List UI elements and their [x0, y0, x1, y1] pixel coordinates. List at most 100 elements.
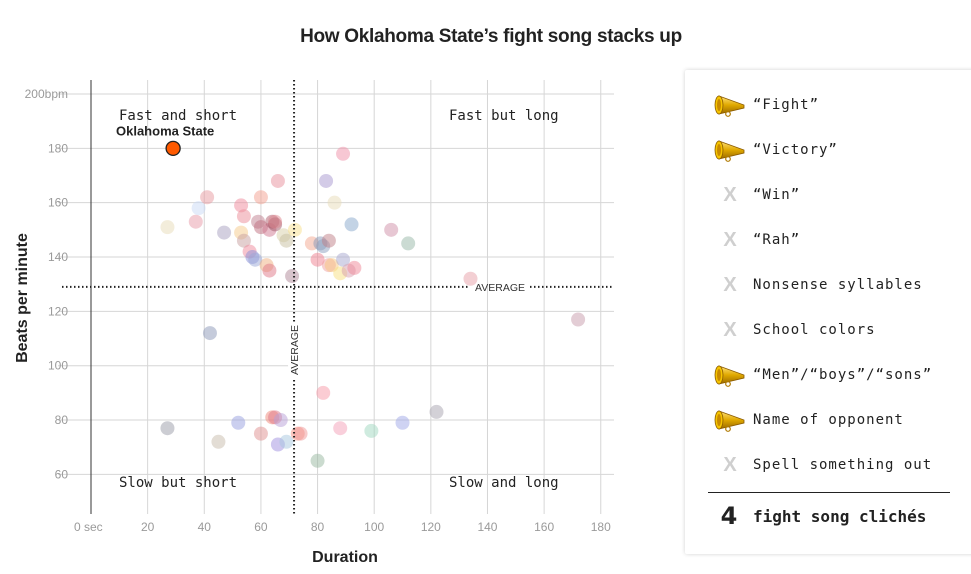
cliche-item: X Spell something out [685, 450, 932, 480]
quadrant-label-slow-short: Slow but short [119, 475, 237, 491]
data-point[interactable] [248, 252, 263, 267]
grid [58, 80, 614, 514]
data-point[interactable] [384, 222, 399, 237]
data-point[interactable] [188, 214, 203, 229]
data-point[interactable] [200, 190, 215, 205]
data-point[interactable] [327, 195, 342, 210]
average-duration-label: AVERAGE [289, 325, 301, 375]
data-point[interactable] [273, 413, 288, 428]
cliche-label: “Men”/“boys”/“sons” [753, 367, 933, 383]
x-icon: X [723, 183, 737, 206]
data-point[interactable] [217, 225, 232, 240]
data-point[interactable] [234, 198, 249, 213]
data-point[interactable] [279, 233, 294, 248]
data-point[interactable] [316, 385, 331, 400]
data-point[interactable] [347, 260, 362, 275]
quadrant-label-slow-long: Slow and long [449, 475, 559, 491]
average-lines: AVERAGE AVERAGE [62, 80, 614, 514]
data-point[interactable] [285, 269, 300, 284]
cliche-label: School colors [753, 322, 876, 338]
x-tick-label: 120 [421, 520, 441, 534]
cliche-total: 4 fight song clichés [715, 502, 927, 530]
data-point[interactable] [279, 434, 294, 449]
y-tick-label: 80 [55, 413, 69, 427]
data-point[interactable] [401, 236, 416, 251]
cliche-panel: “Fight” “Victory” X “Win” X “Rah” X Nonsense s… [685, 70, 971, 554]
chart-title: How Oklahoma State’s fight song stacks u… [300, 26, 682, 47]
x-icon: X [723, 273, 737, 296]
cliche-total-label: fight song clichés [753, 506, 927, 526]
cliche-item: X School colors [685, 315, 876, 345]
data-point[interactable] [236, 209, 251, 224]
data-point[interactable] [160, 220, 175, 235]
data-point[interactable] [287, 222, 302, 237]
data-point[interactable] [191, 201, 206, 216]
quadrant-labels: Fast and short Fast but long Slow but sh… [119, 108, 559, 491]
data-point[interactable] [333, 421, 348, 436]
x-tick-label: 160 [534, 520, 554, 534]
x-icon: X [723, 318, 737, 341]
x-tick-label: 60 [254, 520, 268, 534]
scatter-chart: 60 80 100 120 140 160 180 200bpm 0 sec 20 40 60 80 10… [14, 80, 614, 566]
x-tick-label: 100 [364, 520, 384, 534]
cliche-item: “Men”/“boys”/“sons” [685, 360, 932, 390]
data-point[interactable] [321, 233, 336, 248]
cliche-label: Nonsense syllables [753, 277, 923, 293]
data-point[interactable] [463, 271, 478, 286]
megaphone-icon [710, 362, 750, 388]
panel-divider [708, 492, 950, 493]
data-point[interactable] [319, 173, 334, 188]
data-point[interactable] [270, 173, 285, 188]
x-tick-label: 80 [311, 520, 325, 534]
data-point[interactable] [429, 404, 444, 419]
y-tick-label: 120 [48, 304, 68, 318]
cliche-label: “Victory” [753, 142, 838, 158]
data-point[interactable] [236, 233, 251, 248]
average-label-bg [288, 322, 301, 378]
x-tick-label: 180 [591, 520, 611, 534]
data-point[interactable] [336, 146, 351, 161]
cliche-label: Name of opponent [753, 412, 904, 428]
average-bpm-label: AVERAGE [475, 282, 525, 294]
x-icon: X [723, 228, 737, 251]
cliche-label: “Win” [753, 187, 801, 203]
data-point[interactable] [336, 252, 351, 267]
y-tick-label: 160 [48, 196, 68, 210]
data-point[interactable] [293, 426, 308, 441]
cliche-count: 4 [720, 502, 738, 530]
x-tick-label: 20 [141, 520, 155, 534]
data-point[interactable] [160, 421, 175, 436]
data-point[interactable] [231, 415, 246, 430]
axis-ticks: 60 80 100 120 140 160 180 200bpm 0 sec 20 40 60 80 10… [25, 87, 611, 534]
data-point[interactable] [571, 312, 586, 327]
cliche-item: X “Rah” [685, 225, 800, 255]
data-point[interactable] [310, 252, 325, 267]
data-point[interactable] [211, 434, 226, 449]
x-tick-label: 140 [477, 520, 497, 534]
y-tick-label: 100 [48, 359, 68, 373]
data-points [160, 146, 586, 468]
y-tick-label: 60 [55, 467, 69, 481]
x-axis-title: Duration [312, 549, 378, 566]
y-tick-label: 140 [48, 250, 68, 264]
cliche-label: Spell something out [753, 457, 933, 473]
data-point[interactable] [364, 423, 379, 438]
x-tick-label: 0 sec [74, 520, 103, 534]
data-point[interactable] [262, 263, 277, 278]
data-point[interactable] [344, 217, 359, 232]
data-point[interactable] [268, 214, 283, 229]
quadrant-label-fast-short: Fast and short [119, 108, 237, 124]
cliche-item: “Fight” [685, 90, 819, 120]
data-point[interactable] [253, 190, 268, 205]
megaphone-icon [710, 407, 750, 433]
megaphone-icon [710, 92, 750, 118]
highlight-point-oklahoma-state[interactable] [165, 140, 181, 156]
data-point[interactable] [310, 453, 325, 468]
cliche-label: “Fight” [753, 97, 820, 113]
data-point[interactable] [253, 426, 268, 441]
data-point[interactable] [395, 415, 410, 430]
y-axis-title: Beats per minute [14, 233, 31, 363]
cliche-item: X “Win” [685, 180, 800, 210]
data-point[interactable] [202, 326, 217, 341]
cliche-label: “Rah” [753, 232, 801, 248]
